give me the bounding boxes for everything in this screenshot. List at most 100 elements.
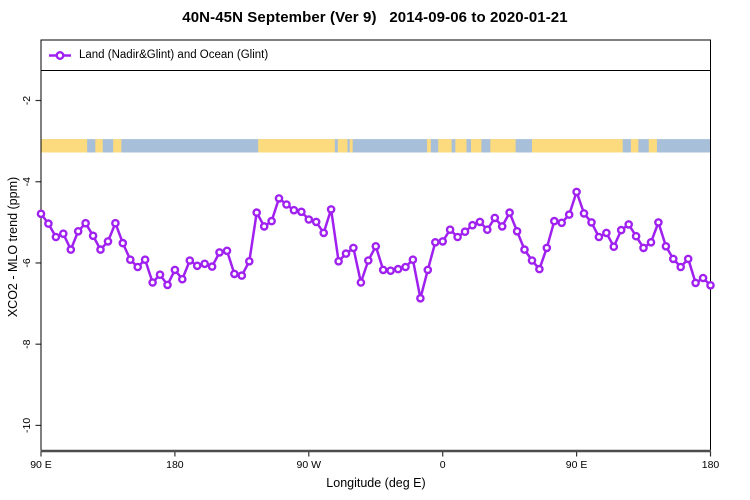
legend-label: Land (Nadir&Glint) and Ocean (Glint) <box>79 49 269 61</box>
series-marker <box>148 278 157 287</box>
series-marker <box>698 273 708 283</box>
series-marker <box>624 220 634 229</box>
series-marker <box>482 225 492 234</box>
series-marker <box>460 227 470 236</box>
series-marker <box>259 222 269 231</box>
series-marker <box>289 205 299 215</box>
map-strip-land <box>337 139 348 153</box>
series-marker <box>192 261 202 271</box>
series-marker <box>527 256 537 265</box>
series-marker <box>237 271 247 280</box>
series-marker <box>177 274 187 284</box>
series-marker <box>550 216 559 226</box>
map-strip-land <box>258 139 335 153</box>
series-marker <box>66 245 76 254</box>
series-marker <box>126 255 135 265</box>
map-strip-land <box>438 139 452 153</box>
series-marker <box>118 238 128 248</box>
series-marker <box>497 222 507 231</box>
map-strip-land <box>531 139 623 153</box>
series-marker <box>438 237 448 246</box>
y-tick-label: -10 <box>21 418 33 433</box>
x-tick-label: 90 E <box>566 459 588 471</box>
series-marker <box>230 269 239 279</box>
x-tick-label: 90 W <box>297 459 322 471</box>
map-strip-land <box>113 139 122 153</box>
series-marker <box>155 270 165 280</box>
series-marker <box>490 213 500 223</box>
series-marker <box>468 220 477 230</box>
map-strip-land <box>630 139 639 153</box>
series-marker <box>616 225 626 235</box>
series-marker <box>676 262 686 272</box>
series-marker <box>334 256 343 266</box>
series-marker <box>44 219 53 228</box>
x-tick-label: 180 <box>702 459 720 471</box>
map-strip-land <box>455 139 467 153</box>
legend-marker-sample <box>55 51 65 61</box>
series-marker <box>542 243 552 253</box>
series-marker <box>215 248 224 257</box>
series-marker <box>408 255 418 265</box>
series-marker <box>631 231 641 241</box>
map-strip-land <box>95 139 103 153</box>
series-marker <box>416 293 425 303</box>
series-marker <box>430 237 440 247</box>
series-marker <box>207 262 217 271</box>
series-marker <box>602 228 611 238</box>
series-marker <box>378 265 388 275</box>
series-marker <box>683 254 693 264</box>
series-marker <box>282 200 291 209</box>
series-marker <box>646 237 656 247</box>
chart-title: 40N-45N September (Ver 9) 2014-09-06 to … <box>182 9 568 26</box>
series-marker <box>453 232 462 242</box>
series-marker <box>36 209 46 219</box>
series-marker <box>51 232 61 242</box>
series-marker <box>535 264 544 274</box>
series-marker <box>252 208 262 217</box>
series-marker <box>371 241 381 251</box>
series-marker <box>579 209 589 218</box>
series-marker <box>222 246 232 256</box>
map-strip-land <box>41 139 88 153</box>
series-marker <box>170 265 180 275</box>
series-marker <box>244 256 254 266</box>
series-marker <box>304 215 314 224</box>
map-strip-land <box>427 139 431 153</box>
series-marker <box>267 216 276 226</box>
series-marker <box>356 278 366 287</box>
y-tick-label: -6 <box>21 258 33 267</box>
series-marker <box>654 218 663 227</box>
series-marker <box>401 262 410 272</box>
series-marker <box>111 218 120 228</box>
series-marker <box>669 254 678 264</box>
series-marker <box>572 187 581 197</box>
x-axis-title: Longitude (deg E) <box>326 476 426 490</box>
series-marker <box>386 266 395 276</box>
y-tick-label: -4 <box>21 177 33 186</box>
series-marker <box>200 259 209 269</box>
series-marker <box>520 245 529 254</box>
series-marker <box>103 237 113 246</box>
series-marker <box>297 207 306 217</box>
y-tick-label: -8 <box>21 339 33 348</box>
series-marker <box>423 265 433 275</box>
series-marker <box>587 218 596 227</box>
series-marker <box>140 255 150 265</box>
series-marker <box>557 218 567 228</box>
series-marker <box>706 280 715 290</box>
series-marker <box>564 210 574 219</box>
series-marker <box>96 245 105 254</box>
y-axis-title: XCO2 - MLO trend (ppm) <box>6 176 20 318</box>
series-marker <box>594 232 604 242</box>
series-marker <box>88 231 98 241</box>
map-strip-land <box>470 139 482 153</box>
series-marker <box>59 229 68 238</box>
series-marker <box>326 205 336 214</box>
series-marker <box>349 243 358 253</box>
map-strip-land <box>490 139 516 153</box>
series-marker <box>512 226 522 236</box>
series-marker <box>185 256 195 265</box>
